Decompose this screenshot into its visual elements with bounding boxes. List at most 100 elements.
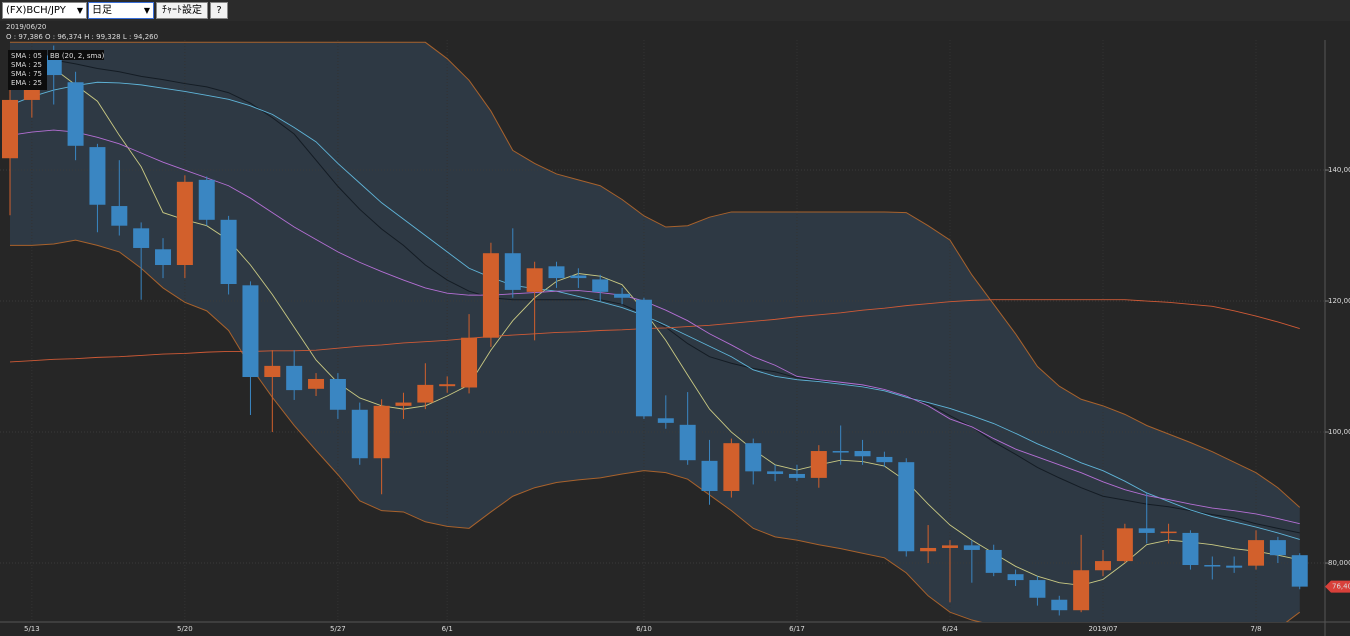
bollinger-fill bbox=[10, 42, 1300, 622]
candle-body bbox=[308, 378, 325, 389]
candle-body bbox=[963, 545, 980, 550]
overlay: 140,000 120,000 100,000 80,000 5/13 5/20 5/27 6… bbox=[8, 50, 1350, 633]
symbol-text: (FX)BCH/JPY bbox=[6, 5, 66, 16]
candle-body bbox=[548, 266, 565, 279]
candle-body bbox=[1160, 531, 1177, 534]
candle-body bbox=[1138, 528, 1155, 533]
candle-body bbox=[482, 253, 499, 338]
candle-body bbox=[788, 473, 805, 478]
last-price-tag bbox=[1325, 580, 1350, 593]
candle-body bbox=[614, 293, 631, 298]
candle-body bbox=[767, 471, 784, 474]
candle-body bbox=[876, 456, 893, 463]
candle-body bbox=[242, 285, 259, 378]
x-tick-label: 6/1 bbox=[442, 625, 453, 633]
last-price-label: 76,400 bbox=[1332, 583, 1350, 591]
bollinger-lower bbox=[10, 239, 1301, 622]
x-tick-label: 7/8 bbox=[1250, 625, 1261, 633]
legend-entry: SMA : 25 bbox=[11, 61, 42, 69]
chart: 2019/06/20 O : 97,386 O : 96,374 H : 99,… bbox=[0, 21, 1350, 636]
y-tick-label: 120,000 bbox=[1328, 297, 1350, 305]
candle-body bbox=[985, 549, 1002, 573]
x-tick-label: 6/17 bbox=[789, 625, 805, 633]
candle-body bbox=[198, 179, 215, 220]
candle-body bbox=[176, 181, 193, 266]
candle-body bbox=[2, 99, 18, 159]
x-tick-label: 5/13 bbox=[24, 625, 40, 633]
candle-body bbox=[1051, 599, 1068, 611]
legend-box bbox=[8, 50, 47, 90]
candle-body bbox=[723, 443, 740, 491]
candle-body bbox=[220, 219, 237, 285]
candle-body bbox=[155, 249, 172, 266]
candle-body bbox=[657, 418, 674, 423]
candle-body bbox=[1226, 565, 1243, 568]
candle-body bbox=[133, 228, 150, 248]
period-select[interactable]: 日足 ▼ bbox=[88, 2, 154, 19]
dropdown-arrow: ▼ bbox=[143, 6, 150, 15]
plot-area bbox=[0, 40, 1325, 622]
toolbar: (FX)BCH/JPY ▼ 日足 ▼ ﾁｬｰﾄ設定 ? bbox=[0, 0, 1350, 21]
x-tick-label: 5/27 bbox=[330, 625, 346, 633]
candle-body bbox=[1291, 555, 1308, 587]
candle-body bbox=[1182, 532, 1199, 566]
legend-box bbox=[48, 50, 104, 60]
ma-line bbox=[9, 129, 1300, 525]
legend-entry: SMA : 05 bbox=[11, 52, 42, 60]
candle-body bbox=[1204, 565, 1221, 567]
candle-body bbox=[854, 451, 871, 457]
x-tick-label: 6/24 bbox=[942, 625, 958, 633]
candle-body bbox=[679, 424, 696, 461]
help-button[interactable]: ? bbox=[210, 2, 228, 19]
candle-body bbox=[1269, 540, 1286, 556]
y-tick-label: 100,000 bbox=[1328, 428, 1350, 436]
candle-body bbox=[439, 384, 456, 387]
legend-entry: EMA : 25 bbox=[11, 79, 42, 87]
candle-body bbox=[373, 405, 390, 459]
candle-body bbox=[351, 409, 368, 459]
legend-entry: BB (20, 2, sma) bbox=[50, 52, 105, 60]
candle-body bbox=[592, 279, 609, 292]
x-tick-label: 6/10 bbox=[636, 625, 652, 633]
y-tick-label: 80,000 bbox=[1328, 559, 1350, 567]
candle-body bbox=[526, 268, 543, 292]
candle-body bbox=[1095, 561, 1111, 571]
candle-body bbox=[832, 451, 849, 453]
settings-button[interactable]: ﾁｬｰﾄ設定 bbox=[156, 2, 208, 19]
bollinger-upper bbox=[10, 41, 1301, 508]
info-ohlc: O : 97,386 O : 96,374 H : 99,328 L : 94,… bbox=[6, 33, 158, 41]
symbol-select[interactable]: (FX)BCH/JPY ▼ bbox=[2, 2, 87, 19]
candle-body bbox=[264, 365, 281, 378]
candle-body bbox=[701, 460, 718, 491]
candle-body bbox=[461, 337, 478, 388]
candle-body bbox=[570, 275, 587, 279]
candle-body bbox=[1073, 570, 1090, 611]
legend-entry: SMA : 75 bbox=[11, 70, 42, 78]
period-text: 日足 bbox=[92, 5, 112, 16]
candle-body bbox=[941, 545, 958, 548]
dropdown-arrow: ▼ bbox=[76, 6, 83, 15]
candle-body bbox=[1116, 528, 1133, 562]
candle-body bbox=[89, 147, 106, 205]
candle-body bbox=[23, 87, 40, 100]
ma-line bbox=[9, 81, 1300, 540]
candle-body bbox=[395, 402, 412, 406]
candle-body bbox=[504, 253, 521, 290]
y-tick-label: 140,000 bbox=[1328, 166, 1350, 174]
candle-body bbox=[111, 206, 128, 226]
candle-body bbox=[417, 384, 434, 403]
candle-body bbox=[1248, 540, 1265, 566]
candle-body bbox=[286, 365, 303, 391]
candle-body bbox=[329, 378, 346, 410]
candle-body bbox=[745, 443, 762, 472]
candle-body bbox=[810, 451, 827, 478]
candle-body bbox=[920, 547, 937, 552]
candle-body bbox=[898, 462, 915, 552]
x-tick-label: 2019/07 bbox=[1088, 625, 1117, 633]
candle-body bbox=[45, 55, 62, 76]
candle-body bbox=[635, 299, 652, 417]
candle-body bbox=[67, 82, 84, 146]
x-tick-label: 5/20 bbox=[177, 625, 193, 633]
info-date: 2019/06/20 bbox=[6, 23, 46, 31]
